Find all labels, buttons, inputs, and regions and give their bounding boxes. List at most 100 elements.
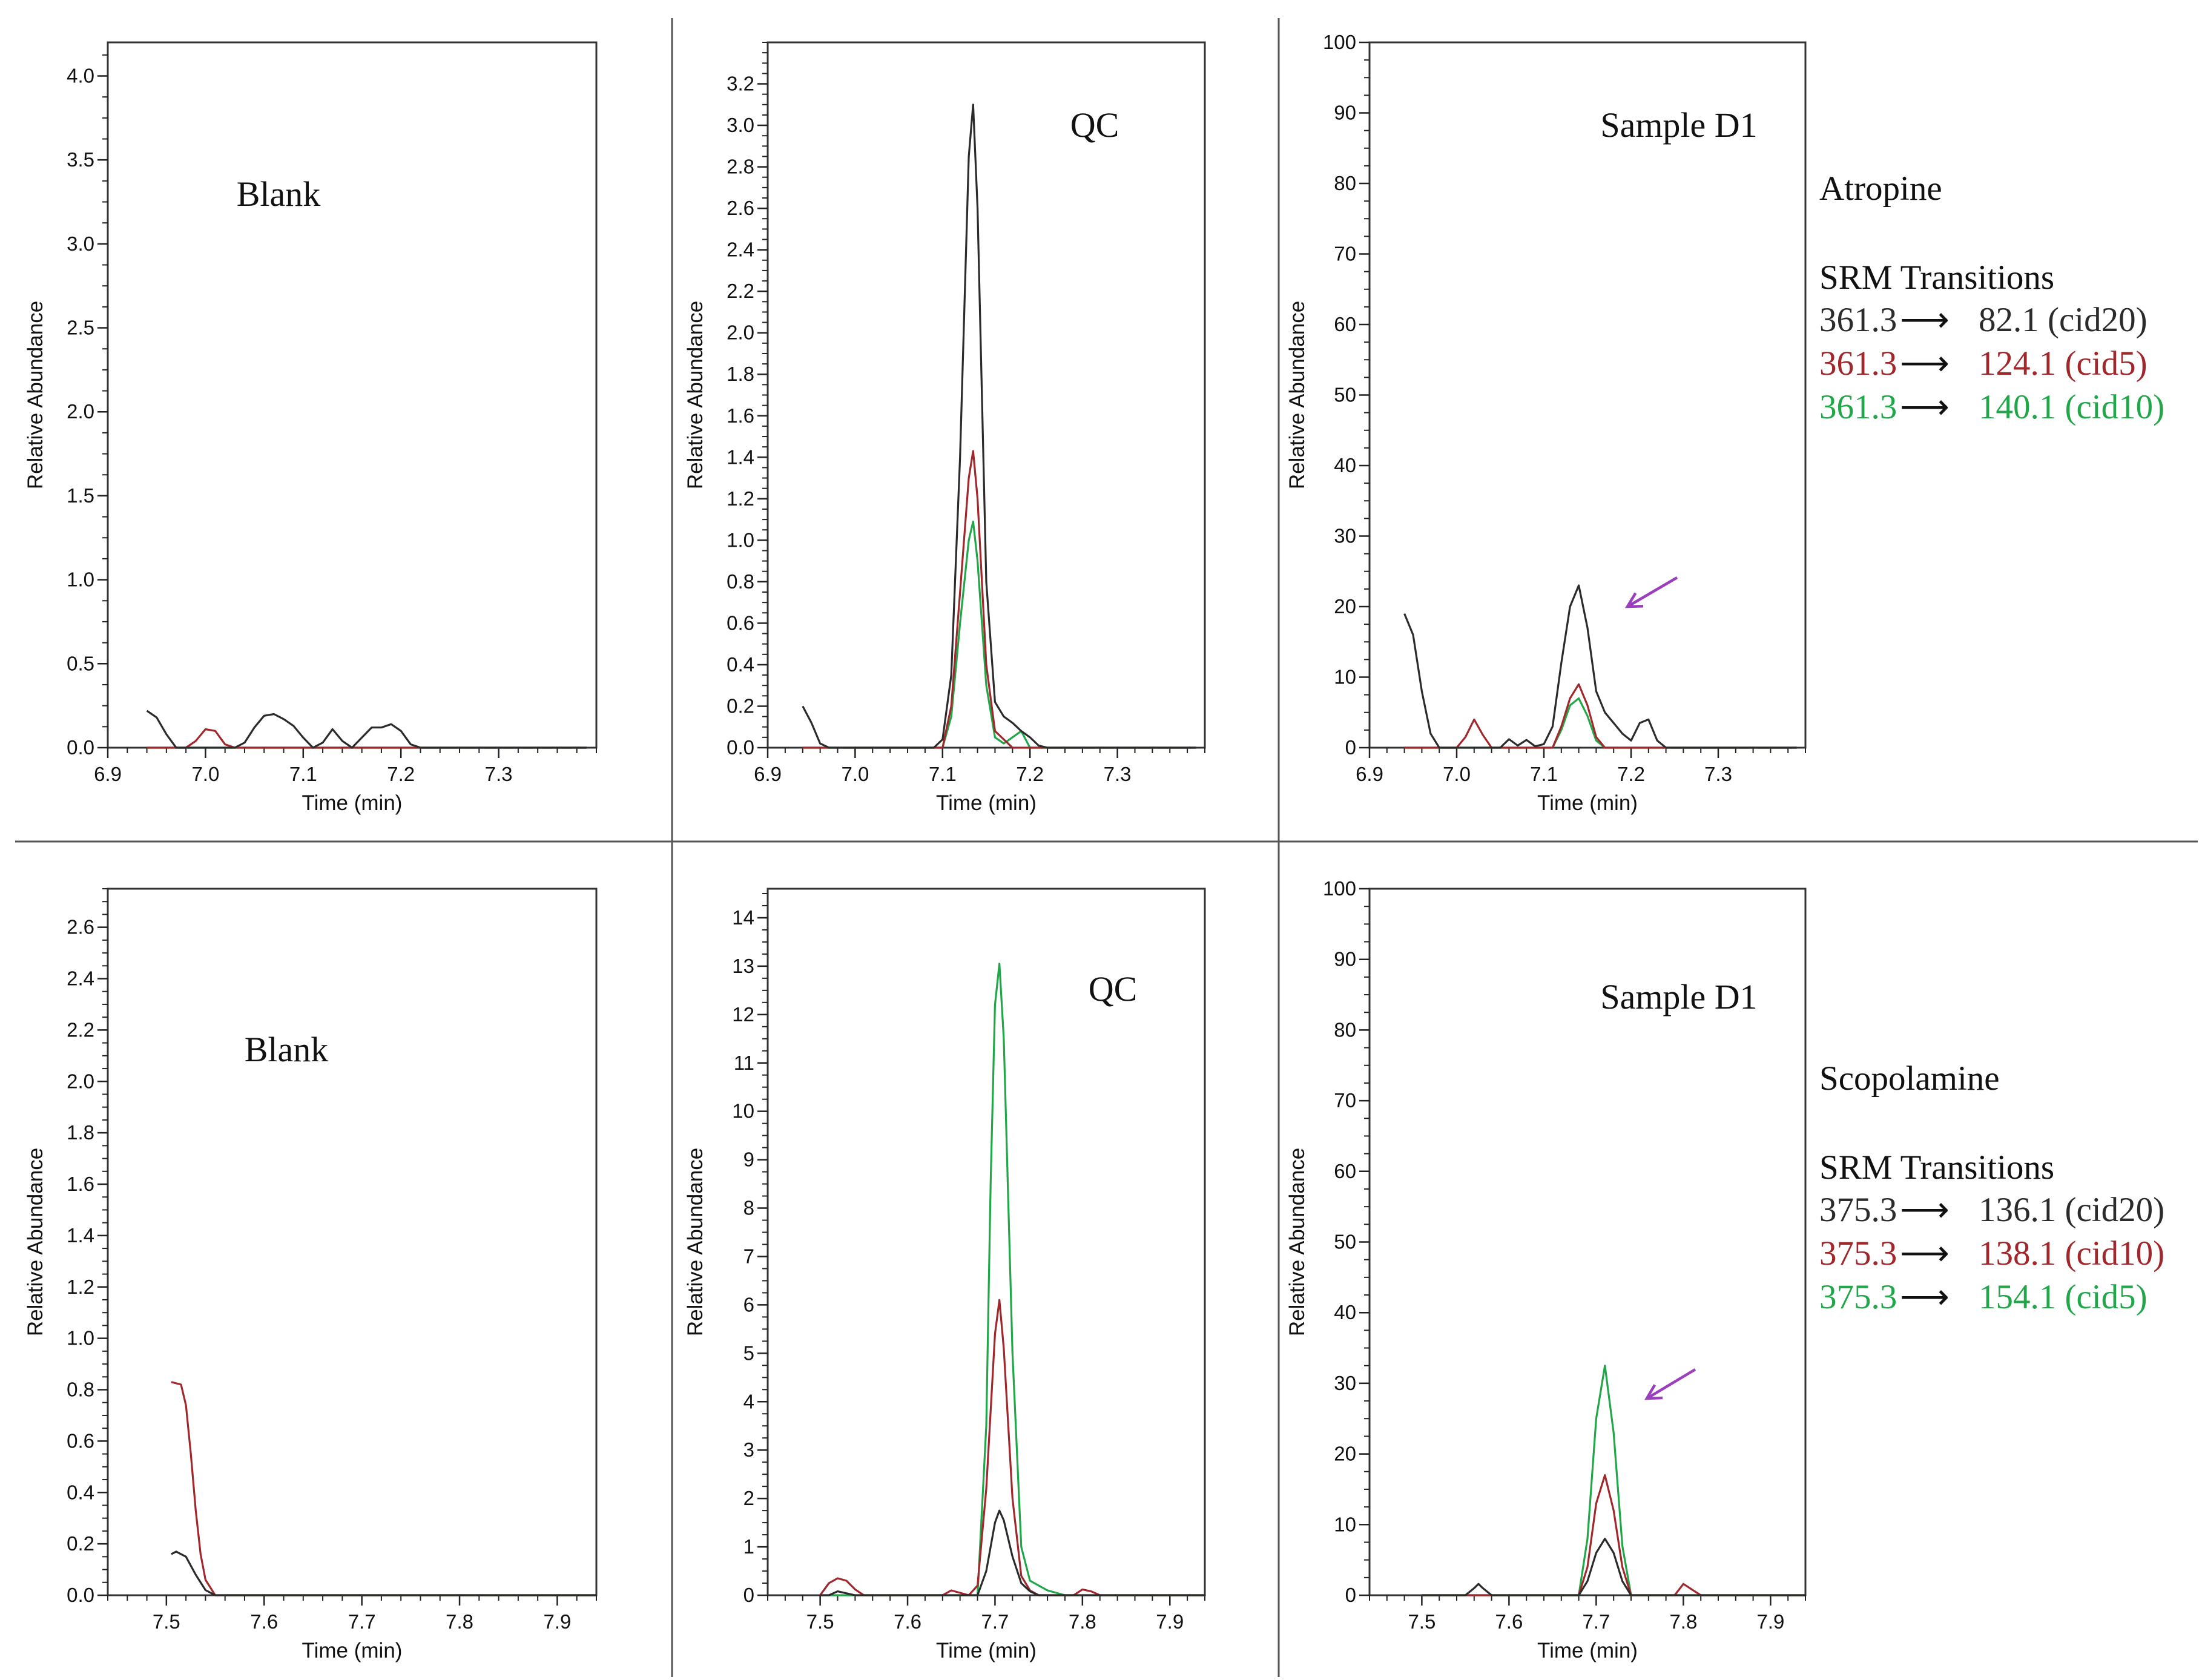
y-tick-label: 20 [1334,1443,1356,1465]
x-tick-label: 6.9 [94,763,122,785]
y-tick-label: 2.2 [67,1018,94,1041]
y-tick-label: 6 [743,1293,754,1316]
panel-label: Blank [245,1030,329,1069]
x-tick-label: 7.8 [446,1610,473,1633]
panel-label: QC [1089,969,1138,1009]
transition-scopolamine-3: 375.3 ⟶ 154.1 (cid5) [1819,1278,2148,1316]
y-tick-label: 2.0 [67,400,94,423]
y-tick-label: 2.6 [727,197,754,219]
transition-arrow: ⟶ [1900,1191,1950,1229]
x-tick-label: 7.8 [1069,1610,1096,1633]
y-tick-label: 2.6 [67,916,94,938]
compound-name-atropine: Atropine [1819,170,1942,208]
y-tick-label: 9 [743,1148,754,1171]
chart-panel-0: 0.0 0.5 1.0 1.5 2.0 2.5 3.0 3.5 4.0 6.9 7.0 7.1 7.2 7… [24,41,598,815]
x-tick-label: 7.5 [806,1610,834,1633]
trace-black-trace [820,1509,1205,1596]
y-tick-label: 0.6 [67,1429,94,1452]
y-tick-label: 3 [743,1438,754,1461]
transition-precursor: 361.3 [1819,388,1897,426]
y-tick-label: 1.4 [67,1224,94,1247]
x-tick-label: 7.3 [485,763,513,785]
x-axis-label: Time (min) [1537,791,1638,815]
panel-label: Sample D1 [1600,977,1757,1016]
y-tick-label: 13 [732,955,754,977]
y-tick-label: 50 [1334,1231,1356,1253]
trace-black-trace [1403,584,1797,749]
y-tick-label: 1.0 [67,1327,94,1349]
x-axis-label: Time (min) [936,1639,1037,1662]
x-tick-label: 7.5 [1408,1610,1436,1633]
y-tick-label: 40 [1334,1301,1356,1323]
y-tick-label: 0.4 [67,1481,94,1503]
y-tick-label: 1.5 [67,484,94,507]
y-tick-label: 100 [1323,31,1356,53]
x-axis-label: Time (min) [302,791,403,815]
x-tick-label: 7.5 [153,1610,180,1633]
y-axis-label: Relative Abundance [684,1148,707,1336]
legend-atropine: Atropine SRM Transitions 361.3 ⟶ 82.1 (c… [1819,170,2164,426]
transition-scopolamine-2: 375.3 ⟶ 138.1 (cid10) [1819,1234,2164,1273]
y-tick-label: 2.8 [727,156,754,178]
y-tick-label: 10 [732,1100,754,1122]
y-tick-label: 0.0 [67,1584,94,1606]
trace-green-trace [1422,1365,1805,1596]
x-tick-label: 7.7 [981,1610,1009,1633]
trace-green-trace [820,963,1205,1596]
transition-product: 154.1 (cid5) [1979,1278,2148,1316]
y-tick-label: 3.2 [727,73,754,95]
panel-label: QC [1070,105,1119,145]
x-tick-label: 7.0 [191,763,219,785]
chart-panel-1: 0.0 0.2 0.4 0.6 0.8 1.0 1.2 1.4 1.6 1.8 2.0 2.2 2.4 2… [684,41,1206,815]
chart-panels: 0.0 0.5 1.0 1.5 2.0 2.5 3.0 3.5 4.0 6.9 7.0 7.1 7.2 7… [24,31,1807,1662]
chart-panel-2: 0 10 20 30 40 50 60 70 80 90 100 6.9 7.0 7.1 7.2 7.3 Tim… [1285,31,1807,815]
y-tick-label: 1.8 [727,363,754,385]
x-tick-label: 7.2 [1016,763,1044,785]
y-tick-label: 0.5 [67,652,94,674]
y-axis-label: Relative Abundance [24,301,47,489]
x-tick-label: 7.2 [1617,763,1645,785]
y-tick-label: 1.0 [727,529,754,551]
transition-scopolamine-1: 375.3 ⟶ 136.1 (cid20) [1819,1191,2164,1229]
annotation-arrow [1644,1368,1696,1400]
y-tick-label: 1 [743,1535,754,1558]
y-tick-label: 8 [743,1197,754,1219]
y-tick-label: 30 [1334,525,1356,547]
transition-precursor: 375.3 [1819,1191,1897,1229]
transition-arrow: ⟶ [1900,301,1950,339]
x-tick-label: 7.0 [1443,763,1471,785]
trace-red-trace [1422,1474,1805,1596]
y-tick-label: 5 [743,1342,754,1364]
trace-red-trace [802,450,1196,749]
annotation-arrow [1624,576,1678,608]
y-tick-label: 1.6 [67,1173,94,1195]
x-tick-label: 7.1 [1530,763,1558,785]
y-tick-label: 2.5 [67,317,94,339]
x-tick-label: 7.6 [250,1610,278,1633]
y-tick-label: 0 [1345,736,1356,759]
y-tick-label: 90 [1334,948,1356,970]
y-tick-label: 3.0 [67,232,94,255]
y-tick-label: 0.0 [67,736,94,759]
y-tick-label: 0 [743,1584,754,1606]
y-tick-label: 1.4 [727,446,754,468]
chart-panel-3: 0.0 0.2 0.4 0.6 0.8 1.0 1.2 1.4 1.6 1.8 2.0 2.2 2.4 2… [24,888,598,1662]
y-tick-label: 80 [1334,172,1356,194]
x-tick-label: 7.6 [1495,1610,1523,1633]
trace-black-trace [171,1550,596,1596]
y-axis-label: Relative Abundance [1285,1148,1309,1336]
y-tick-label: 10 [1334,666,1356,688]
transition-arrow: ⟶ [1900,388,1950,426]
plot-frame [107,888,598,1596]
transition-product: 124.1 (cid5) [1979,344,2148,383]
transition-precursor: 361.3 [1819,301,1897,339]
x-tick-label: 7.3 [1104,763,1132,785]
plot-frame [1368,41,1807,749]
y-tick-label: 3.0 [727,114,754,136]
x-tick-label: 7.7 [348,1610,376,1633]
panel-label: Sample D1 [1600,105,1757,145]
panel-label: Blank [237,174,321,214]
trace-black-trace [802,104,1196,749]
x-tick-label: 6.9 [754,763,782,785]
transition-atropine-2: 361.3 ⟶ 124.1 (cid5) [1819,344,2148,383]
